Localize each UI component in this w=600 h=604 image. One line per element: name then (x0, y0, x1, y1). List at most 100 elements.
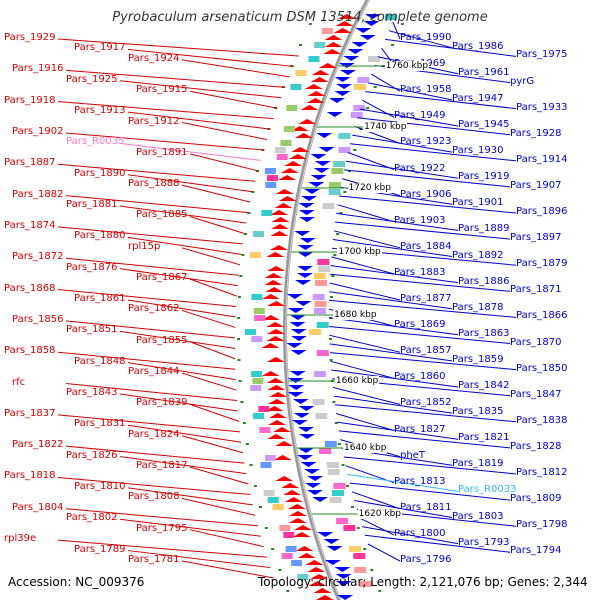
forward-gene-marker (288, 504, 307, 509)
tick-mark (278, 569, 282, 571)
label-leader-line (127, 48, 295, 67)
kbp-marker: 1760 kbp (384, 61, 430, 71)
label-leader-line (364, 534, 511, 553)
label-leader-line (57, 38, 299, 57)
forward-gene-marker (264, 273, 283, 278)
gene-label: Pars_1929 (4, 32, 56, 43)
forward-gene-marker (261, 315, 280, 320)
gene-label: Pars_1916 (12, 63, 64, 75)
gene-label: Pars_1857 (400, 345, 452, 357)
gene-label: Pars_1986 (452, 40, 504, 52)
reverse-gene-marker (299, 434, 316, 439)
tick-mark (363, 548, 367, 550)
reverse-gene-marker (310, 154, 327, 159)
tick-mark (373, 86, 377, 88)
gene-label: Pars_1874 (4, 219, 56, 231)
cog-color-block (283, 532, 295, 538)
reverse-gene-marker (287, 392, 304, 397)
reverse-gene-marker (286, 343, 303, 348)
cog-color-block (324, 441, 337, 447)
label-leader-line (189, 403, 240, 422)
reverse-gene-marker (308, 182, 325, 187)
cog-color-block (313, 371, 326, 377)
cog-color-block (385, 14, 398, 20)
cog-color-block (249, 252, 261, 258)
cog-color-block (259, 427, 271, 433)
tick-mark (240, 401, 244, 403)
label-leader-line (335, 221, 511, 240)
cog-color-block (251, 294, 263, 300)
forward-gene-marker (261, 343, 280, 348)
gene-label: Pars_1844 (128, 366, 180, 378)
gene-label: Pars_1914 (516, 153, 568, 165)
gene-label: Pars_1903 (394, 214, 446, 226)
label-leader-line (57, 163, 256, 182)
label-leader-line (329, 326, 511, 344)
label-leader-line (127, 299, 236, 318)
gene-label: Pars_1890 (74, 167, 126, 179)
tick-mark (258, 506, 262, 508)
gene-label: Pars_1862 (128, 303, 180, 315)
cog-color-block (313, 273, 326, 279)
reverse-gene-marker (364, 14, 381, 19)
gene-label: Pars_1819 (452, 458, 504, 470)
kbp-marker: 1640 kbp (343, 443, 388, 453)
gene-label: Pars_1882 (12, 188, 64, 200)
reverse-gene-marker (335, 574, 352, 579)
gene-label: Pars_1863 (458, 327, 510, 339)
gene-label: Pars_1897 (510, 232, 562, 244)
reverse-gene-marker (297, 266, 314, 271)
forward-gene-marker (266, 357, 285, 362)
cog-color-block (315, 413, 328, 419)
label-leader-line (332, 239, 453, 257)
tick-mark (238, 380, 242, 382)
label-leader-line (127, 550, 271, 569)
forward-gene-marker (311, 70, 330, 75)
forward-gene-marker (278, 175, 297, 180)
gene-label: Pars_1869 (394, 319, 446, 331)
forward-gene-marker (270, 231, 289, 236)
label-leader-line (333, 230, 401, 249)
gene-label: Pars_1887 (4, 157, 56, 169)
tick-mark (245, 443, 249, 445)
cog-color-block (251, 336, 263, 342)
forward-gene-marker (310, 574, 329, 579)
tick-mark (370, 569, 374, 571)
label-leader-line (343, 456, 517, 475)
label-leader-line (181, 184, 251, 203)
cog-color-block (321, 28, 333, 34)
label-leader-line (368, 82, 453, 101)
tick-mark (242, 422, 246, 424)
reverse-gene-marker (328, 98, 345, 103)
tick-mark (353, 149, 357, 151)
gene-label: Pars_1803 (452, 510, 504, 522)
reverse-gene-marker (294, 231, 311, 236)
label-leader-line (181, 247, 241, 266)
tick-mark (329, 359, 333, 361)
genome-title: Pyrobaculum arsenaticum DSM 13514, compl… (112, 10, 488, 25)
label-leader-line (189, 216, 245, 234)
kbp-marker: 1720 kbp (347, 183, 392, 193)
forward-gene-marker (271, 217, 290, 222)
forward-gene-marker (310, 77, 329, 82)
gene-label: Pars_1885 (136, 209, 188, 221)
reverse-gene-marker (306, 490, 323, 495)
gene-label: Pars_1866 (516, 310, 568, 322)
reverse-gene-marker (351, 42, 368, 47)
label-leader-line (119, 268, 238, 287)
forward-gene-marker (307, 91, 326, 96)
accession-text: Accession: NC_009376 (8, 575, 145, 589)
tick-mark (298, 44, 302, 46)
topology-text: Topology: circular; Length: 2,121,076 bp… (258, 575, 588, 589)
tick-mark (244, 233, 248, 235)
forward-gene-marker (333, 28, 352, 33)
kbp-marker: 1660 kbp (334, 376, 380, 386)
forward-gene-marker (269, 245, 288, 250)
label-leader-line (57, 414, 241, 433)
forward-gene-marker (280, 168, 299, 173)
forward-gene-marker (261, 294, 280, 299)
cog-color-block (350, 112, 363, 118)
gene-label: Pars_1881 (66, 199, 118, 211)
cog-color-block (265, 182, 277, 188)
